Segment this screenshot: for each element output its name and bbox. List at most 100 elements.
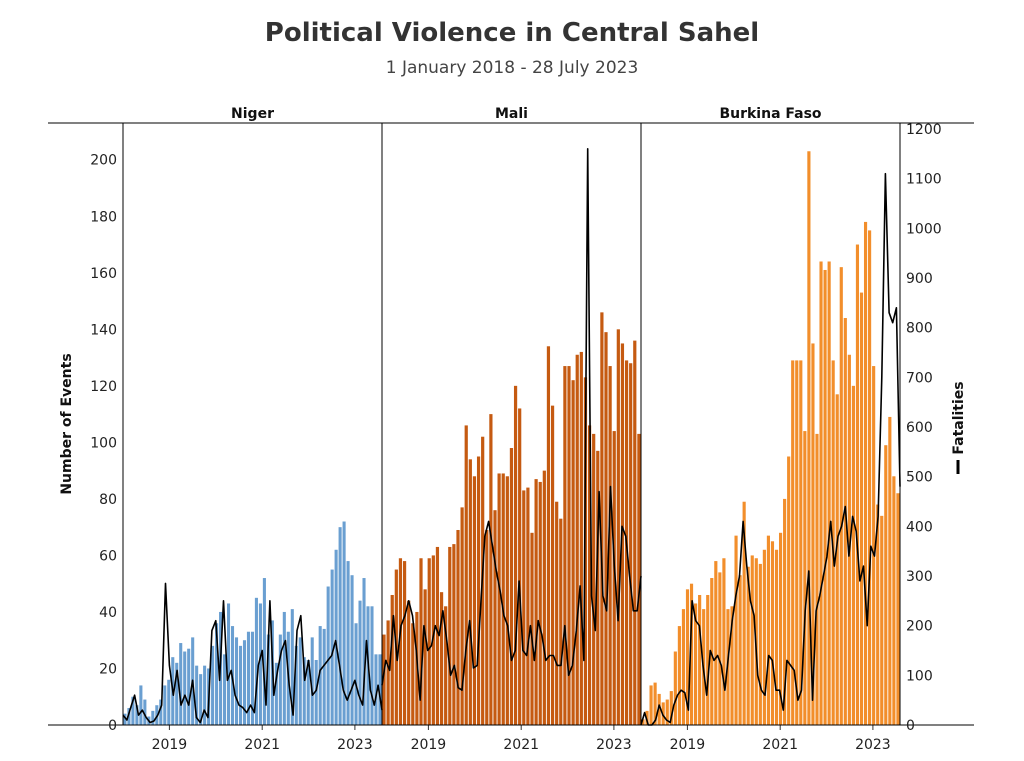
fatalities-line (640, 172, 901, 726)
event-bar (448, 546, 452, 725)
event-bar (374, 654, 378, 725)
event-bar (677, 626, 681, 725)
event-bar (587, 425, 592, 725)
event-bar (358, 600, 362, 725)
event-bar (827, 261, 831, 725)
event-bar (402, 561, 407, 725)
x-tick-label: 2019 (152, 737, 188, 753)
y2-tick-label: 1200 (906, 122, 942, 138)
event-bar (350, 575, 354, 725)
event-bar (665, 699, 669, 725)
event-bar (460, 507, 464, 725)
x-tick-label: 2021 (244, 737, 280, 753)
event-bar (795, 360, 799, 725)
event-bar (876, 504, 880, 725)
chart-subtitle: 1 January 2018 - 28 July 2023 (385, 58, 639, 78)
event-bar (167, 679, 171, 725)
y-tick-label: 100 (90, 435, 117, 451)
event-bar (604, 332, 608, 725)
event-bar (493, 510, 497, 725)
event-bar (774, 549, 779, 725)
event-bar (195, 665, 199, 725)
event-bar (485, 529, 489, 725)
event-bar (641, 719, 645, 725)
x-tick-label: 2023 (337, 737, 373, 753)
event-bar (868, 230, 872, 725)
event-bar (330, 569, 334, 725)
event-bar (669, 691, 673, 725)
event-bar (254, 597, 258, 725)
event-bar (127, 708, 131, 725)
event-bar (382, 634, 386, 725)
event-bar (242, 640, 247, 725)
event-bar (518, 408, 522, 725)
event-bar (386, 620, 390, 725)
event-bar (855, 244, 860, 725)
event-bar (435, 546, 440, 725)
event-bar (238, 645, 243, 725)
fatalities-line (122, 582, 383, 724)
event-bar (423, 589, 427, 725)
x-tick-label: 2021 (503, 737, 539, 753)
event-bar (714, 561, 718, 725)
event-bar (234, 637, 239, 725)
event-bar (530, 532, 534, 725)
event-bar (689, 583, 694, 725)
event-bar (155, 705, 159, 725)
event-bar (250, 631, 254, 725)
event-bar (489, 414, 493, 725)
event-bar (419, 558, 423, 725)
event-bar (143, 699, 147, 725)
event-bar (505, 476, 509, 725)
event-bar (888, 416, 892, 725)
y2-tick-label: 700 (906, 370, 933, 386)
event-bar (370, 606, 374, 725)
event-bar (592, 433, 596, 725)
event-bar (742, 501, 746, 725)
event-bar (819, 261, 823, 725)
event-bar (334, 549, 338, 725)
event-bar (509, 448, 514, 725)
event-bar (787, 456, 791, 725)
event-bar (567, 366, 571, 725)
event-bar (859, 292, 864, 725)
y-tick-label: 120 (90, 379, 117, 395)
event-bar (398, 558, 403, 725)
event-bar (444, 606, 448, 725)
event-bar (266, 634, 270, 725)
event-bar (546, 346, 551, 725)
event-bar (542, 470, 546, 725)
event-bar (534, 479, 538, 725)
event-bar (203, 665, 207, 725)
event-bar (163, 685, 167, 725)
event-bar (290, 609, 294, 725)
event-bar (390, 594, 394, 725)
y2-tick-label: 100 (906, 668, 933, 684)
event-bar (783, 498, 787, 725)
y-axis-title: Number of Events (59, 353, 75, 494)
y2-tick-label: 300 (906, 569, 933, 585)
event-bar (710, 578, 714, 725)
chart-title: Political Violence in Central Sahel (264, 18, 760, 48)
event-bar (411, 623, 415, 725)
event-bar (571, 380, 575, 725)
event-bar (823, 269, 827, 725)
event-bar (596, 450, 600, 725)
event-bar (750, 555, 754, 725)
event-bar (526, 487, 530, 725)
event-bar (698, 594, 702, 725)
event-bar (685, 589, 690, 725)
y-tick-label: 0 (108, 718, 117, 734)
event-bar (649, 685, 653, 725)
y2-tick-label: 400 (906, 519, 933, 535)
event-bar (616, 329, 620, 725)
event-bar (762, 549, 766, 725)
event-bar (815, 433, 819, 725)
event-bar (199, 674, 203, 725)
event-bar (600, 312, 604, 725)
y-tick-label: 20 (99, 662, 117, 678)
event-bar (468, 459, 472, 725)
fatality-lines-layer (122, 148, 901, 726)
y2-tick-label: 600 (906, 420, 933, 436)
x-tick-label: 2021 (762, 737, 798, 753)
